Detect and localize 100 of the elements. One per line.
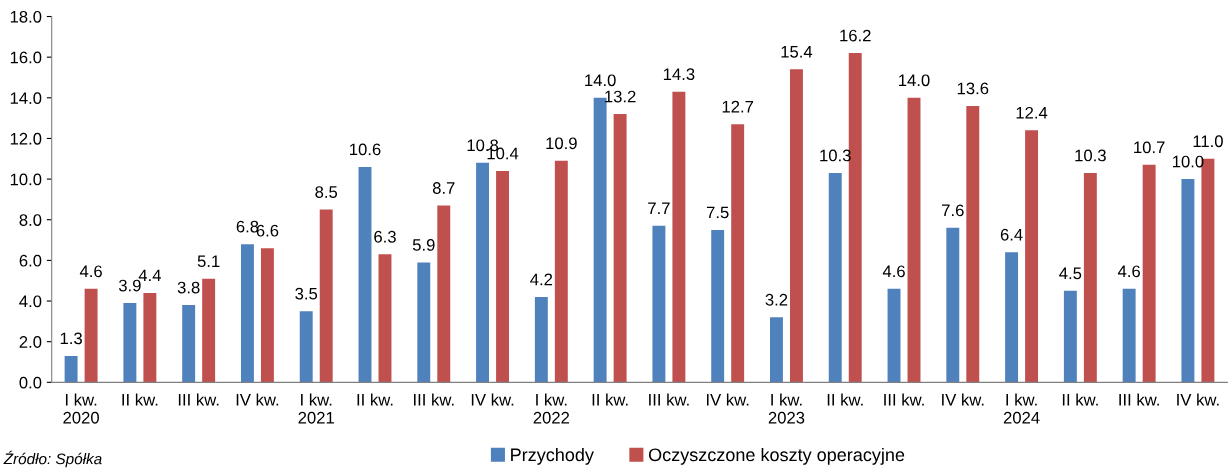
data-label: 6.4 xyxy=(1000,228,1023,241)
data-label: 12.7 xyxy=(722,100,754,113)
text: Źródło: Spółka xyxy=(3,450,102,468)
bar xyxy=(828,173,842,383)
x-tick-label: I kw. 2020 xyxy=(63,393,99,424)
y-tick-label: 4.0 xyxy=(19,295,42,308)
bar xyxy=(1063,290,1077,383)
x-tick-label: III kw. xyxy=(1119,393,1159,406)
data-label: 3.8 xyxy=(177,281,200,294)
data-label: 5.1 xyxy=(197,255,220,268)
data-label: 3.9 xyxy=(118,279,141,292)
data-label: 3.5 xyxy=(295,287,318,300)
y-tick-label: 6.0 xyxy=(19,254,42,267)
x-tick-label: I kw. 2023 xyxy=(768,393,805,424)
bar xyxy=(182,305,196,383)
data-label: 8.5 xyxy=(315,186,338,198)
bar xyxy=(143,292,157,383)
x-tick-label: I kw. 2021 xyxy=(298,393,334,424)
y-tick-label: 14.0 xyxy=(10,92,42,105)
y-tick-label: 18.0 xyxy=(10,10,42,23)
legend-label: Oczyszczone koszty operacyjne xyxy=(648,447,905,465)
data-label: 1.3 xyxy=(60,332,82,345)
y-tick-label: 16.0 xyxy=(10,51,42,64)
bar xyxy=(534,296,548,383)
x-tick-label: II kw. xyxy=(592,393,628,406)
bar xyxy=(613,114,627,383)
y-tick-label: 10.0 xyxy=(10,173,42,186)
data-label: 13.2 xyxy=(605,90,636,103)
x-tick-label: IV kw. xyxy=(706,393,749,406)
x-tick-label: III kw. xyxy=(884,393,924,406)
x-tick-label: II kw. xyxy=(1062,393,1098,406)
data-label: 14.3 xyxy=(663,68,695,81)
x-tick-label: I kw. 2024 xyxy=(1003,393,1040,424)
data-label: 7.5 xyxy=(706,206,729,219)
data-label: 8.7 xyxy=(432,182,455,194)
x-tick-label: II kw. xyxy=(357,393,393,406)
bar xyxy=(907,97,921,383)
data-label: 7.6 xyxy=(942,204,964,217)
bar xyxy=(84,288,98,383)
legend-label: Przychody xyxy=(511,447,594,465)
y-tick-label: 12.0 xyxy=(10,132,42,145)
data-label: 16.2 xyxy=(840,29,871,42)
data-label: 7.7 xyxy=(648,202,670,215)
bar xyxy=(966,105,980,383)
x-tick-label: III kw. xyxy=(649,393,689,406)
x-tick-label: IV kw. xyxy=(1177,393,1219,406)
x-tick-label: II kw. xyxy=(122,393,158,406)
y-tick-label: 8.0 xyxy=(19,214,42,226)
bar xyxy=(1025,130,1039,383)
data-label: 13.6 xyxy=(957,82,989,95)
bar xyxy=(202,278,216,383)
y-tick-label: 0.0 xyxy=(19,376,42,389)
x-tick-label: III kw. xyxy=(414,393,454,406)
data-label: 10.9 xyxy=(546,137,577,150)
data-label: 4.2 xyxy=(530,273,553,286)
bar xyxy=(1122,288,1136,383)
x-tick-label: IV kw. xyxy=(471,393,514,406)
bar xyxy=(789,69,803,383)
data-label: 4.6 xyxy=(1117,265,1140,278)
bar xyxy=(711,229,725,383)
bar xyxy=(64,355,78,383)
data-label: 12.4 xyxy=(1016,106,1048,119)
data-label: 4.5 xyxy=(1059,267,1082,280)
bar xyxy=(1142,164,1156,383)
bar xyxy=(770,317,783,383)
data-label: 3.2 xyxy=(765,293,788,306)
bar xyxy=(554,160,568,383)
bar xyxy=(1083,173,1097,383)
x-tick-label: I kw. 2022 xyxy=(533,393,570,424)
data-label: 10.3 xyxy=(1075,149,1106,162)
data-label: 10.6 xyxy=(350,143,381,156)
x-tick-label: II kw. xyxy=(827,393,863,406)
bar xyxy=(652,225,666,383)
data-label: 4.4 xyxy=(138,269,161,282)
bar xyxy=(731,124,745,383)
bar xyxy=(496,170,510,383)
data-label: 10.7 xyxy=(1134,141,1165,154)
data-label: 4.6 xyxy=(882,265,905,278)
data-label: 15.4 xyxy=(781,46,813,58)
x-tick-label: IV kw. xyxy=(942,393,984,406)
bar xyxy=(358,166,372,383)
bar xyxy=(417,262,431,383)
bar xyxy=(319,209,333,383)
bar xyxy=(1005,252,1019,383)
data-label: 14.0 xyxy=(585,74,616,87)
bar xyxy=(240,244,254,383)
data-label: 14.0 xyxy=(899,74,930,87)
data-label: 4.6 xyxy=(79,265,102,278)
bar xyxy=(887,288,901,383)
bar xyxy=(946,227,960,383)
bar xyxy=(476,162,490,383)
bar xyxy=(437,205,451,383)
bar xyxy=(672,91,686,383)
x-tick-label: III kw. xyxy=(178,393,219,406)
bar xyxy=(299,311,313,383)
data-label: 11.0 xyxy=(1193,135,1223,148)
bar xyxy=(123,303,137,383)
bar xyxy=(593,97,607,383)
data-label: 6.3 xyxy=(374,230,396,243)
x-tick-label: IV kw. xyxy=(236,393,279,406)
